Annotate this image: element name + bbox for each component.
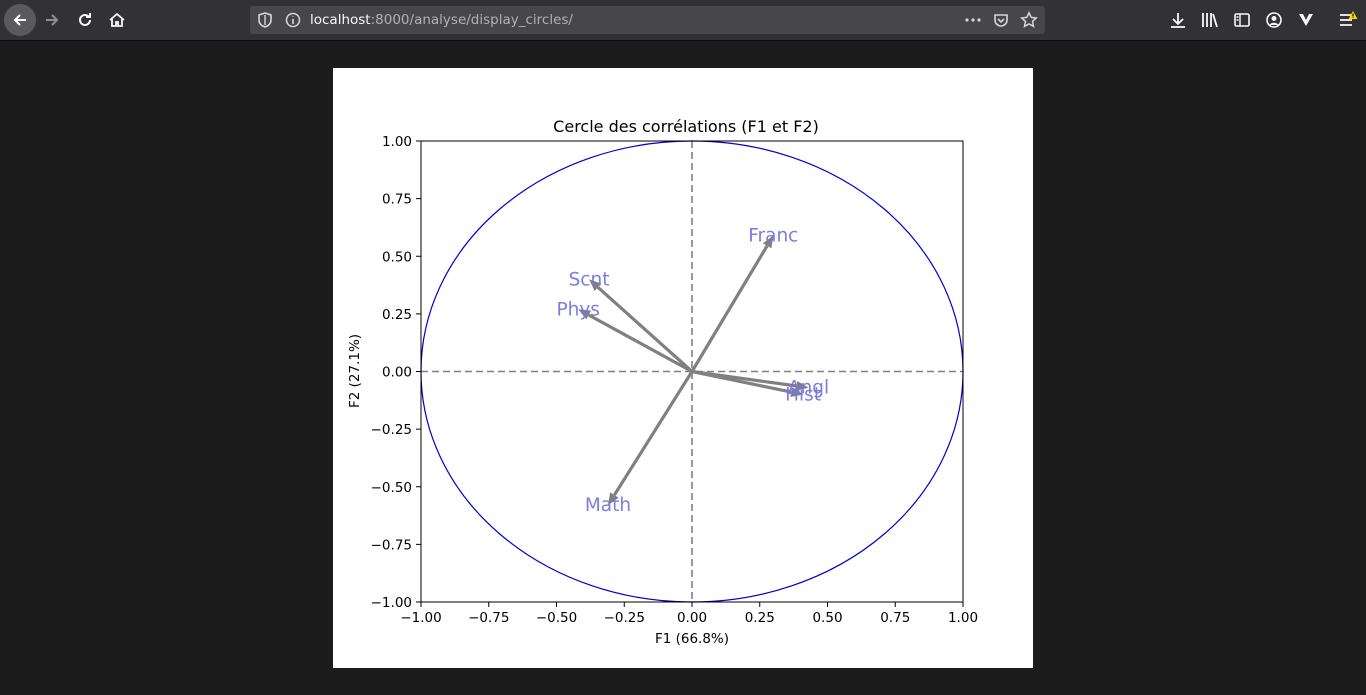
vector-label-angl: Angl xyxy=(788,378,829,399)
forward-arrow-icon xyxy=(46,14,59,26)
vector-arrowhead-phys xyxy=(578,309,592,320)
library-button[interactable] xyxy=(1200,10,1220,30)
x-tick-label: 0.50 xyxy=(812,610,842,626)
x-tick-label: −0.75 xyxy=(468,610,509,626)
correlation-circle-chart: Cercle des corrélations (F1 et F2) F1 (6… xyxy=(347,117,978,647)
pocket-icon[interactable] xyxy=(992,11,1010,29)
extension-icon xyxy=(1299,14,1313,26)
account-button[interactable] xyxy=(1264,10,1284,30)
y-tick-label: 0.25 xyxy=(382,307,412,323)
vector-arrowhead-angl xyxy=(795,381,809,391)
menu-icon xyxy=(1340,11,1358,26)
url-bar[interactable]: localhost:8000/analyse/display_circles/ xyxy=(250,6,1045,34)
forward-button[interactable] xyxy=(36,4,68,36)
y-tick-label: −0.25 xyxy=(371,422,412,438)
vector-arrowhead-scnt xyxy=(589,279,602,292)
vector-arrow-hist xyxy=(691,369,792,394)
vector-label-scnt: Scnt xyxy=(569,269,610,290)
home-icon xyxy=(109,12,125,27)
extension-button[interactable] xyxy=(1296,10,1316,30)
chart-figure: Cercle des corrélations (F1 et F2) F1 (6… xyxy=(333,68,1033,668)
browser-toolbar: localhost:8000/analyse/display_circles/ xyxy=(0,0,1366,41)
info-icon[interactable] xyxy=(284,11,302,29)
y-tick-label: 0.00 xyxy=(382,365,412,381)
url-text[interactable]: localhost:8000/analyse/display_circles/ xyxy=(310,12,573,28)
back-arrow-icon xyxy=(13,14,26,26)
account-icon xyxy=(1266,12,1282,28)
x-tick-label: 1.00 xyxy=(948,610,978,626)
shield-icon[interactable] xyxy=(256,11,274,29)
vector-arrow-franc xyxy=(690,244,769,373)
home-button[interactable] xyxy=(101,4,133,36)
vector-label-franc: Franc xyxy=(748,226,798,247)
download-button[interactable] xyxy=(1168,10,1188,30)
y-tick-label: 0.50 xyxy=(382,249,412,265)
y-tick-label: −0.50 xyxy=(371,480,412,496)
y-tick-label: 0.75 xyxy=(382,192,412,208)
x-axis-label: F1 (66.8%) xyxy=(655,631,729,647)
reload-button[interactable] xyxy=(69,4,101,36)
x-tick-label: 0.75 xyxy=(880,610,910,626)
y-tick-label: −1.00 xyxy=(371,595,412,611)
vector-label-hist: Hist xyxy=(785,385,821,406)
library-icon xyxy=(1202,13,1218,28)
star-icon[interactable] xyxy=(1020,11,1038,29)
more-icon[interactable] xyxy=(964,11,982,29)
x-tick-label: 0.00 xyxy=(677,610,707,626)
sidebar-icon xyxy=(1234,13,1250,27)
x-tick-label: −0.50 xyxy=(536,610,577,626)
download-icon xyxy=(1171,13,1185,28)
vector-arrow-scnt xyxy=(596,286,694,373)
x-tick-label: −0.25 xyxy=(604,610,645,626)
vector-arrow-phys xyxy=(587,313,693,373)
page-content: Cercle des corrélations (F1 et F2) F1 (6… xyxy=(0,41,1366,695)
reload-icon xyxy=(79,13,91,26)
sidebar-button[interactable] xyxy=(1232,10,1252,30)
url-path: :8000/analyse/display_circles/ xyxy=(370,12,573,28)
back-button[interactable] xyxy=(4,4,36,36)
menu-button[interactable] xyxy=(1338,10,1358,30)
vector-arrowhead-math xyxy=(607,492,619,506)
chart-title: Cercle des corrélations (F1 et F2) xyxy=(553,117,819,136)
y-tick-label: −0.75 xyxy=(371,537,412,553)
x-tick-label: −1.00 xyxy=(400,610,441,626)
vector-arrowhead-franc xyxy=(762,235,774,249)
vector-arrow-math xyxy=(613,370,694,496)
x-tick-label: 0.25 xyxy=(745,610,775,626)
y-tick-label: 1.00 xyxy=(382,134,412,150)
vector-label-math: Math xyxy=(585,495,631,516)
url-host: localhost xyxy=(310,12,371,28)
vector-arrowhead-hist xyxy=(790,387,804,398)
y-axis-label: F2 (27.1%) xyxy=(347,334,363,408)
vector-label-phys: Phys xyxy=(556,299,599,320)
